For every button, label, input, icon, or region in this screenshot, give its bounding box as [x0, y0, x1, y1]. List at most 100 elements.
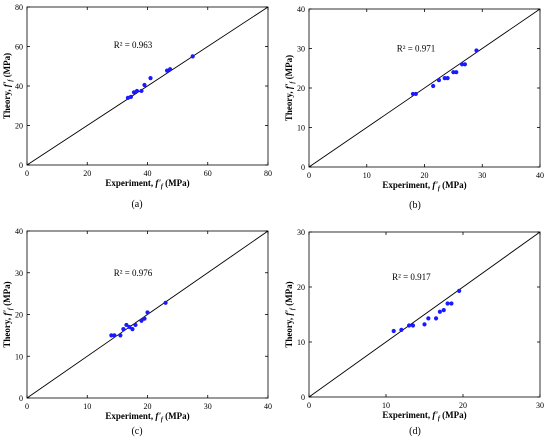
- data-point: [442, 76, 447, 81]
- y-tick-label: 0: [301, 163, 305, 172]
- data-point: [399, 327, 404, 332]
- chart-panel-c: 0 10 20 30 40 0 10 20 30 40 R² = 0.976 Experiment, …: [2, 227, 272, 437]
- y-tick-label: 30: [15, 269, 23, 278]
- y-tick-label: 80: [15, 3, 23, 12]
- y-tick-label: 40: [15, 82, 23, 91]
- y-tick-label: 20: [15, 122, 23, 131]
- data-point: [133, 322, 138, 328]
- y-tick-label: 20: [297, 84, 305, 93]
- y-tick-label: 0: [19, 161, 23, 170]
- x-axis-label: Experiment, f'f (MPa): [105, 411, 189, 423]
- y-tick-label: 20: [15, 311, 23, 320]
- x-tick-label: 80: [264, 169, 272, 178]
- y-tick-label: 30: [297, 228, 305, 237]
- x-tick-label: 10: [363, 171, 371, 180]
- x-axis-label: Experiment, f'f (MPa): [382, 180, 466, 192]
- data-point: [422, 322, 427, 327]
- data-point: [451, 70, 456, 75]
- x-tick-label: 40: [264, 402, 272, 411]
- x-tick-label: 10: [382, 401, 390, 410]
- reference-line: [308, 8, 541, 168]
- y-axis-label: Theory, f'f (MPa): [2, 53, 14, 119]
- x-tick-label: 30: [204, 402, 212, 411]
- chart-panel-a: 0 20 40 60 80 0 20 40 60 80 R² = 0.963 Experiment, …: [2, 3, 272, 210]
- data-point: [410, 323, 416, 328]
- data-point: [121, 327, 126, 332]
- y-tick-label: 10: [297, 124, 305, 133]
- data-point: [130, 327, 135, 332]
- data-point: [391, 328, 396, 334]
- x-tick-label: 60: [204, 169, 212, 178]
- reference-line: [308, 231, 541, 398]
- data-point: [109, 333, 114, 338]
- y-tick-label: 40: [297, 5, 305, 14]
- data-point: [441, 308, 446, 313]
- data-point: [139, 318, 144, 323]
- x-tick-label: 20: [421, 171, 429, 180]
- x-tick-label: 0: [25, 169, 29, 178]
- data-point: [462, 62, 468, 67]
- y-tick-label: 60: [15, 43, 23, 52]
- y-tick-label: 10: [15, 352, 23, 361]
- x-tick-label: 40: [536, 171, 544, 180]
- x-tick-label: 20: [83, 169, 91, 178]
- x-tick-label: 20: [144, 402, 152, 411]
- panel-label: (a): [131, 199, 142, 210]
- x-axis-label: Experiment, f'f (MPa): [105, 178, 189, 190]
- data-point: [148, 76, 153, 81]
- data-point: [457, 288, 462, 293]
- data-point: [413, 91, 418, 97]
- x-tick-label: 10: [83, 402, 91, 411]
- r2-label: R² = 0.917: [392, 272, 431, 282]
- data-point: [407, 323, 412, 328]
- data-point: [426, 316, 431, 321]
- x-tick-label: 30: [536, 401, 544, 410]
- data-point: [474, 48, 479, 53]
- data-point: [431, 83, 436, 89]
- data-point: [163, 300, 168, 305]
- x-tick-label: 30: [478, 171, 486, 180]
- plot-frame: [308, 231, 541, 398]
- data-point: [167, 67, 173, 72]
- data-point: [445, 76, 450, 81]
- y-axis-label: Theory, f'f (MPa): [284, 55, 296, 121]
- data-point: [134, 88, 140, 94]
- x-tick-label: 40: [144, 169, 152, 178]
- y-tick-label: 10: [297, 338, 305, 347]
- r2-label: R² = 0.971: [397, 44, 436, 54]
- y-axis-label: Theory, f'f (MPa): [284, 281, 296, 347]
- y-tick-label: 0: [301, 393, 305, 402]
- chart-panel-d: 0 10 20 30 0 10 20 30 R² = 0.917 Experiment, f'f …: [284, 228, 544, 437]
- y-tick-label: 20: [297, 283, 305, 292]
- data-point: [449, 301, 454, 306]
- panel-label: (b): [409, 200, 421, 211]
- y-tick-label: 30: [297, 45, 305, 54]
- data-point: [445, 301, 450, 306]
- data-point: [142, 82, 147, 88]
- chart-panel-b: 0 10 20 30 40 0 10 20 30 40 R² = 0.971 Experiment, …: [284, 5, 544, 211]
- data-point: [454, 70, 459, 75]
- reference-line: [26, 6, 269, 166]
- data-point: [459, 62, 465, 67]
- data-point: [139, 88, 144, 94]
- panel-label: (c): [131, 426, 142, 437]
- x-tick-label: 0: [25, 402, 29, 411]
- r2-label: R² = 0.963: [114, 40, 153, 50]
- data-point: [142, 316, 147, 321]
- data-point: [437, 309, 442, 314]
- data-point: [128, 94, 134, 99]
- data-point: [145, 310, 150, 315]
- y-tick-label: 40: [15, 227, 23, 236]
- data-point: [190, 54, 195, 59]
- x-axis-label: Experiment, f'f (MPa): [382, 410, 466, 422]
- data-point: [433, 316, 439, 321]
- data-point: [118, 333, 123, 338]
- x-tick-label: 0: [307, 171, 311, 180]
- data-point: [436, 78, 442, 83]
- data-point: [127, 324, 132, 330]
- r2-label: R² = 0.976: [114, 268, 153, 278]
- y-tick-label: 0: [19, 394, 23, 403]
- x-tick-label: 0: [307, 401, 311, 410]
- data-point: [124, 322, 129, 328]
